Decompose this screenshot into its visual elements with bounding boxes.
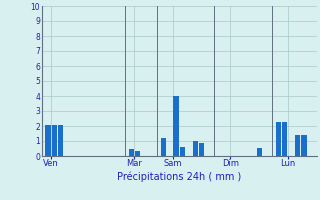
Bar — [276, 121, 281, 156]
Bar — [173, 96, 179, 156]
Bar — [295, 135, 300, 156]
Bar — [193, 141, 198, 156]
Bar — [257, 148, 262, 156]
X-axis label: Précipitations 24h ( mm ): Précipitations 24h ( mm ) — [117, 172, 241, 182]
Bar — [282, 121, 287, 156]
Bar — [129, 149, 134, 156]
Bar — [161, 138, 166, 156]
Bar — [135, 151, 140, 156]
Bar — [199, 142, 204, 156]
Bar — [58, 124, 63, 156]
Bar — [301, 135, 307, 156]
Bar — [52, 124, 57, 156]
Bar — [45, 124, 51, 156]
Bar — [180, 147, 185, 156]
